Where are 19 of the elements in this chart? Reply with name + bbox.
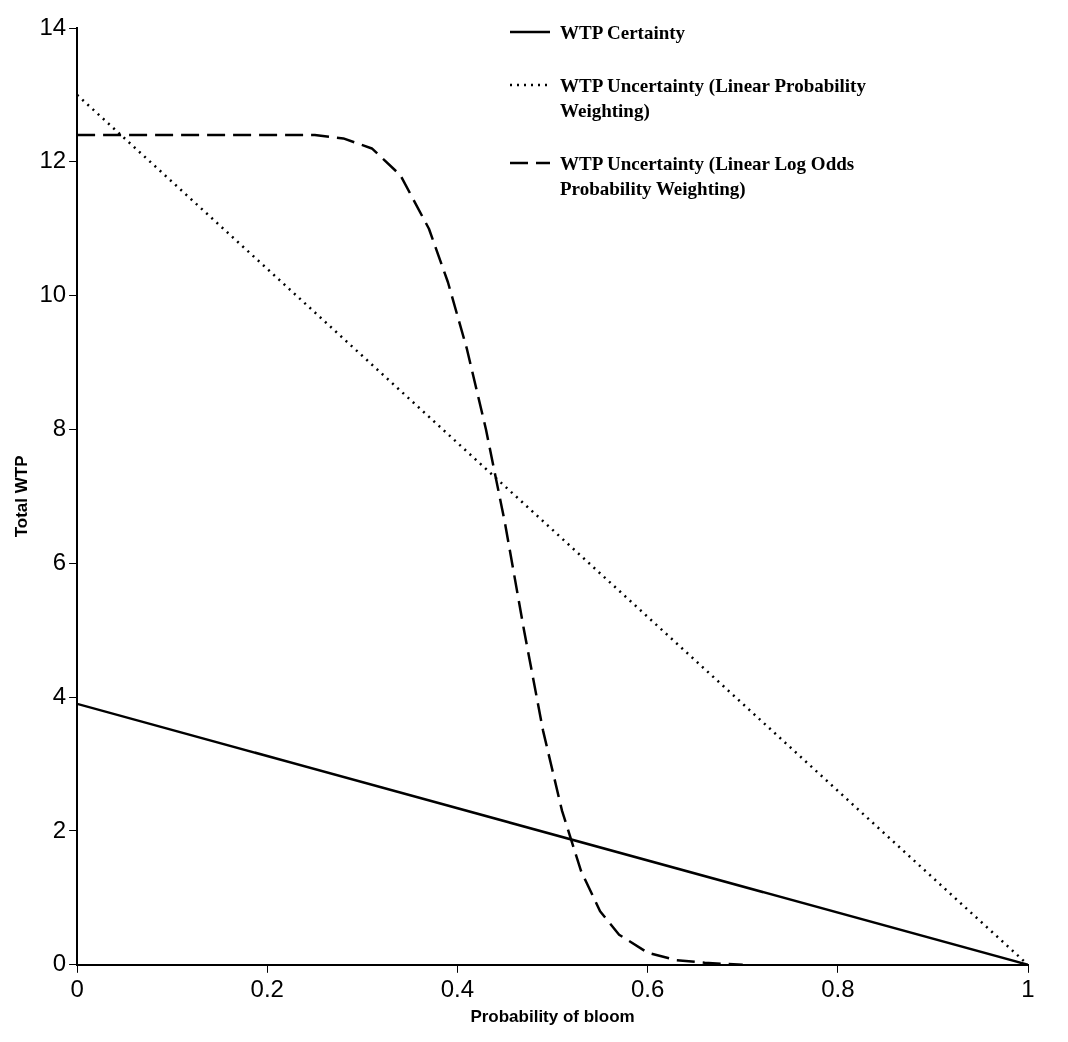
legend-label: WTP Certainty bbox=[560, 21, 687, 45]
legend-label: WTP Uncertainty (Linear Log Odds Probability Weighting) bbox=[560, 152, 856, 201]
x-tick-label: 0.4 bbox=[440, 974, 475, 1002]
y-tick-label: 0 bbox=[52, 949, 67, 977]
y-tick-label: 2 bbox=[52, 815, 67, 843]
y-tick-label: 4 bbox=[52, 681, 67, 709]
x-axis-title: Probability of bloom bbox=[470, 1007, 635, 1027]
y-tick-label: 12 bbox=[39, 146, 67, 174]
x-tick-label: 0.2 bbox=[250, 974, 284, 1002]
y-tick-label: 14 bbox=[39, 12, 67, 40]
x-tick-label: 0.6 bbox=[630, 974, 665, 1002]
x-tick-label: 0 bbox=[70, 974, 84, 1002]
legend-label: WTP Uncertainty (Linear Probability Weighting) bbox=[560, 74, 867, 123]
x-tick-label: 1 bbox=[1021, 974, 1035, 1002]
y-tick-label: 6 bbox=[52, 547, 67, 575]
x-tick-label: 0.8 bbox=[821, 974, 855, 1002]
y-tick-label: 10 bbox=[39, 280, 67, 308]
y-axis-title: Total WTP bbox=[11, 455, 31, 538]
y-tick-label: 8 bbox=[52, 414, 67, 442]
